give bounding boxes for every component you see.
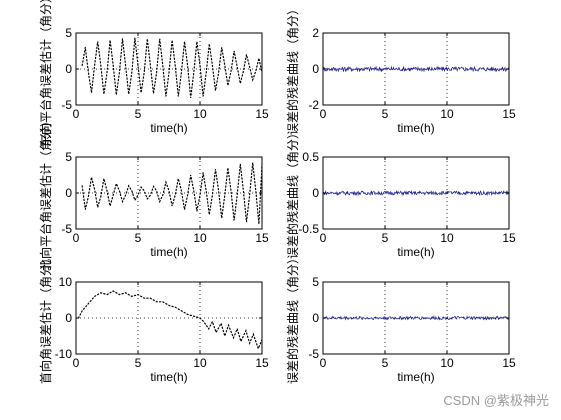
y-axis-label: 首向角误差估计（角分） — [38, 252, 53, 384]
y-axis-label: 误差的残差曲线（角分） — [285, 127, 300, 259]
y-tick-label: 2 — [312, 26, 319, 40]
series-group — [323, 189, 509, 197]
y-tick-label: -0.5 — [298, 222, 319, 236]
y-tick-label: -5 — [308, 347, 319, 361]
x-axis-label: time(h) — [150, 121, 187, 135]
series-group — [81, 37, 262, 98]
series-line — [323, 189, 509, 197]
y-tick-label: 0.5 — [302, 150, 319, 164]
y-tick-label: -5 — [61, 98, 72, 112]
series-group — [323, 65, 509, 73]
x-tick-label: 15 — [255, 356, 269, 370]
x-tick-label: 5 — [382, 231, 389, 245]
x-tick-label: 0 — [73, 356, 80, 370]
series-line — [77, 290, 262, 351]
x-axis-label: time(h) — [397, 121, 434, 135]
y-tick-label: 0 — [65, 62, 72, 76]
y-tick-label: 0 — [65, 186, 72, 200]
y-tick-label: -10 — [55, 347, 73, 361]
x-tick-label: 5 — [135, 356, 142, 370]
y-tick-label: 0 — [312, 311, 319, 325]
y-tick-label: 5 — [65, 26, 72, 40]
y-axis-label: 误差的残差曲线（角分） — [285, 252, 300, 384]
x-tick-label: 0 — [320, 231, 327, 245]
y-tick-label: 10 — [59, 275, 73, 289]
y-tick-label: 5 — [65, 150, 72, 164]
x-tick-label: 10 — [440, 107, 454, 121]
x-tick-label: 0 — [320, 356, 327, 370]
series-group — [323, 315, 509, 321]
watermark: CSDN @紫极神光 — [443, 393, 549, 408]
x-axis-label: time(h) — [397, 370, 434, 384]
x-tick-label: 10 — [440, 356, 454, 370]
series-group — [81, 162, 262, 225]
x-axis-label: time(h) — [150, 245, 187, 259]
series-line — [323, 65, 509, 73]
x-tick-label: 0 — [320, 107, 327, 121]
x-tick-label: 5 — [135, 107, 142, 121]
y-tick-label: -2 — [308, 98, 319, 112]
x-tick-label: 0 — [73, 231, 80, 245]
x-tick-label: 5 — [382, 356, 389, 370]
x-tick-label: 5 — [382, 107, 389, 121]
x-axis-label: time(h) — [397, 245, 434, 259]
x-tick-label: 15 — [502, 356, 516, 370]
x-tick-label: 10 — [193, 231, 207, 245]
x-tick-label: 15 — [255, 231, 269, 245]
series-line — [81, 37, 262, 98]
x-tick-label: 0 — [73, 107, 80, 121]
x-axis-label: time(h) — [150, 370, 187, 384]
x-tick-label: 15 — [502, 107, 516, 121]
y-axis-label: 误差的残差曲线（角分） — [285, 3, 300, 135]
y-axis-label: 北向平台角误差估计（角分） — [38, 115, 53, 271]
x-tick-label: 10 — [193, 107, 207, 121]
series-line — [323, 315, 509, 321]
y-tick-label: 5 — [312, 275, 319, 289]
x-tick-label: 5 — [135, 231, 142, 245]
x-tick-label: 15 — [255, 107, 269, 121]
x-tick-label: 15 — [502, 231, 516, 245]
series-group — [77, 290, 262, 351]
x-tick-label: 10 — [193, 356, 207, 370]
y-axis-label: 东向平台角误差估计（角分） — [38, 0, 53, 147]
x-tick-label: 10 — [440, 231, 454, 245]
y-tick-label: 0 — [312, 186, 319, 200]
y-tick-label: -5 — [61, 222, 72, 236]
series-line — [81, 162, 262, 225]
y-tick-label: 0 — [65, 311, 72, 325]
y-tick-label: 0 — [312, 62, 319, 76]
